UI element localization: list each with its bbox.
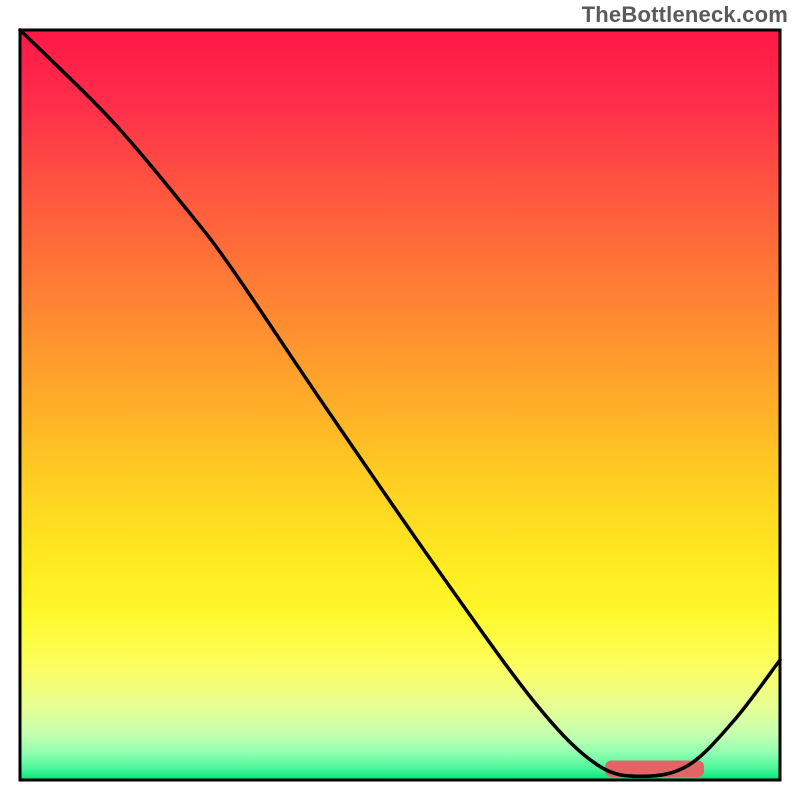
chart-container: TheBottleneck.com [0, 0, 800, 800]
bottleneck-chart [0, 0, 800, 800]
chart-background [20, 30, 780, 780]
